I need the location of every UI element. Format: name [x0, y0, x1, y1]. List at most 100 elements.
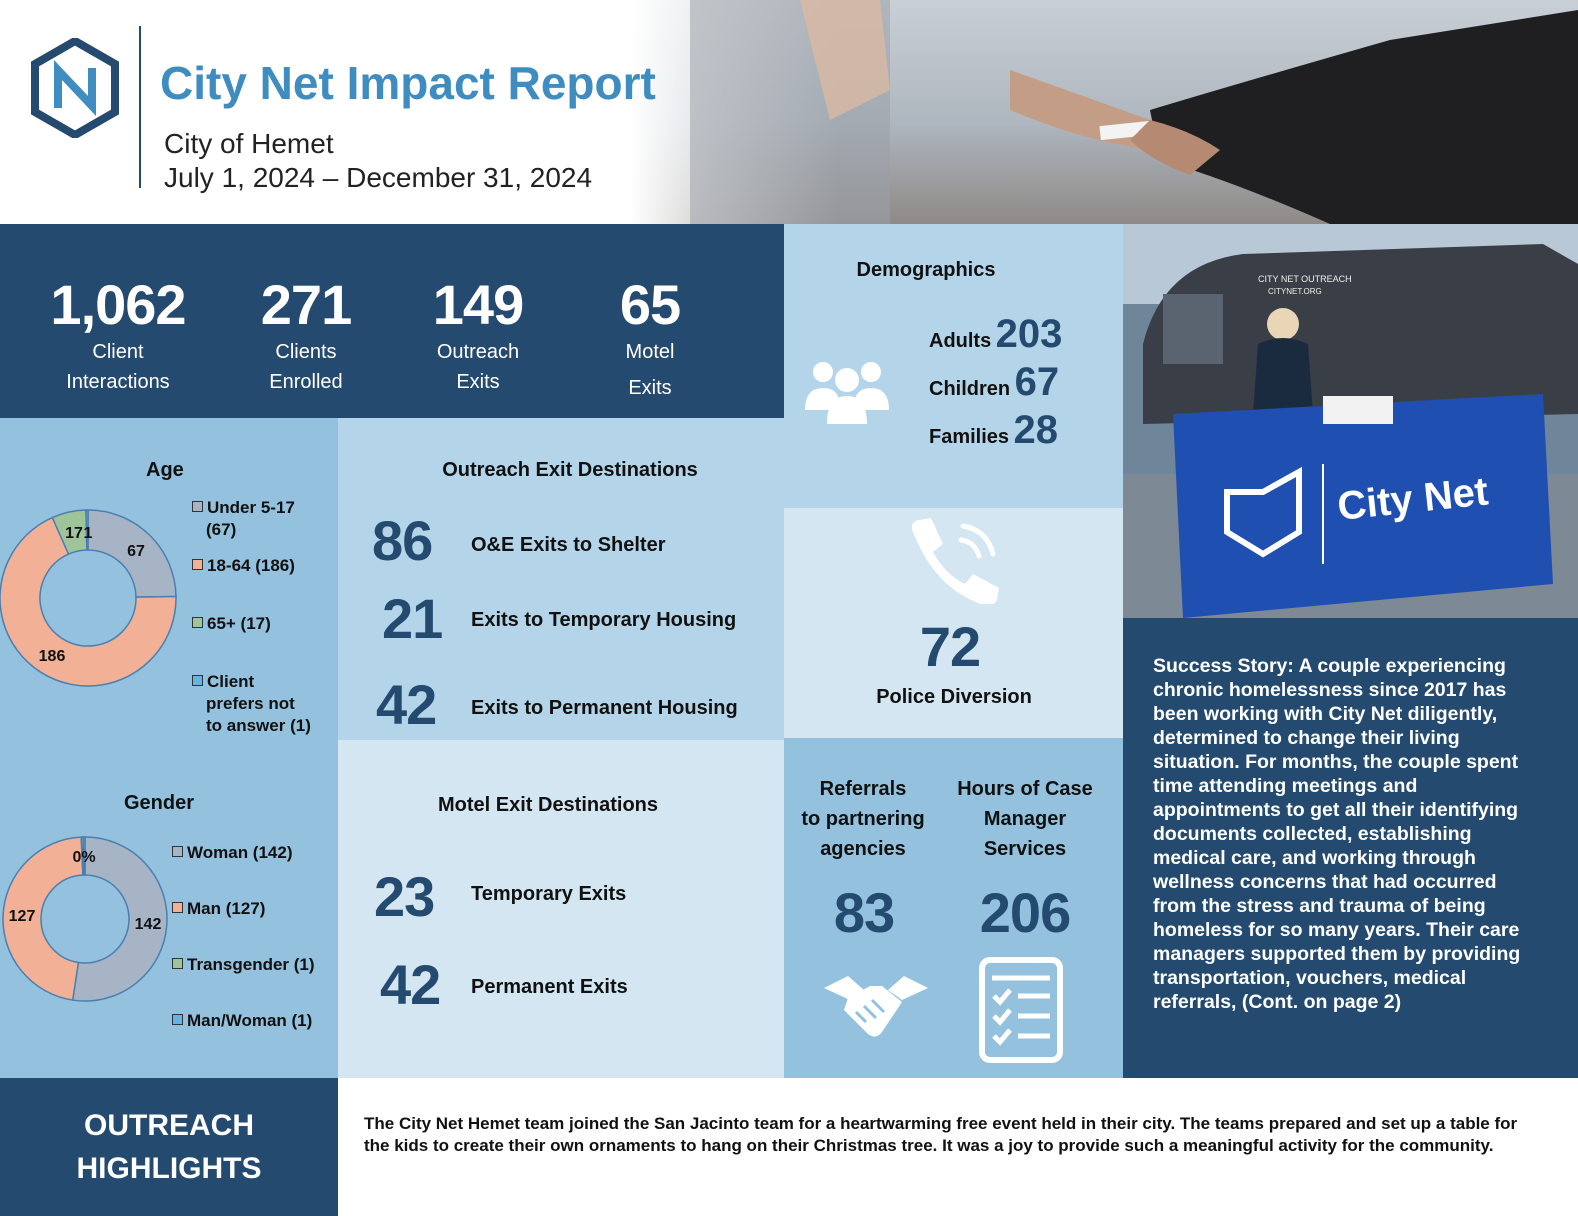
- highlights-text: The City Net Hemet team joined the San J…: [364, 1114, 1518, 1155]
- success-story-panel: [1123, 618, 1578, 1078]
- gender-title: Gender: [124, 792, 195, 814]
- exit-label: Exits to Temporary Housing: [471, 609, 737, 631]
- header-divider: [139, 26, 141, 188]
- handoff-illustration: [690, 0, 1578, 224]
- donut-data-label: 67: [127, 543, 145, 560]
- hours-value: 206: [979, 881, 1071, 944]
- outreach-exits-title: Outreach Exit Destinations: [442, 459, 698, 481]
- legend-item: Man (127): [172, 898, 315, 920]
- age-title: Age: [146, 459, 184, 481]
- stat-label: Motel: [625, 341, 675, 363]
- city-name: City of Hemet: [164, 128, 334, 159]
- phone-icon: [905, 518, 1005, 609]
- legend-item: 18-64 (186): [192, 555, 311, 577]
- checklist-icon: [978, 956, 1064, 1069]
- stat-client-interactions: 1,062 Client Interactions: [28, 272, 208, 397]
- police-panel: [784, 508, 1123, 738]
- legend-item: Man/Woman (1): [172, 1010, 315, 1032]
- demo-row-children: Children 67: [929, 360, 1059, 405]
- legend-item: Under 5-17: [192, 497, 311, 519]
- outreach-photo: CITY NET OUTREACH CITYNET.ORG City Net: [1123, 224, 1578, 618]
- handshake-icon: [820, 968, 932, 1053]
- referrals-value: 83: [833, 881, 895, 944]
- stat-outreach-exits: 149 Outreach Exits: [408, 272, 548, 397]
- exit-label: Exits to Permanent Housing: [471, 697, 738, 719]
- stat-label: Exits: [628, 377, 672, 399]
- stat-label: Clients: [275, 341, 337, 363]
- donut-data-label: 142: [135, 916, 162, 933]
- exit-value: 21: [382, 587, 443, 650]
- demo-row-families: Families 28: [929, 408, 1058, 453]
- donut-data-label: 0%: [72, 849, 95, 866]
- hours-label: Hours of Case Manager Services: [957, 778, 1093, 860]
- success-story-text: Success Story: A couple experiencing chr…: [1153, 655, 1521, 1013]
- donut-data-label: 186: [39, 648, 66, 665]
- van-text: CITY NET OUTREACH: [1258, 274, 1352, 284]
- motel-exit-label: Temporary Exits: [471, 883, 627, 905]
- report-dates: July 1, 2024 – December 31, 2024: [164, 162, 593, 193]
- header-photo: [630, 0, 1578, 224]
- motel-exit-label: Permanent Exits: [471, 976, 628, 998]
- stat-label: Client: [92, 341, 144, 363]
- stat-label: Interactions: [66, 371, 170, 393]
- highlights-title-panel: [0, 1078, 338, 1216]
- demographics-panel: [784, 224, 1123, 508]
- legend-item: Transgender (1): [172, 954, 315, 976]
- stats-bar: [0, 224, 784, 418]
- demo-value: 28: [1013, 408, 1059, 452]
- highlights-title: OUTREACH HIGHLIGHTS: [76, 1109, 262, 1185]
- demographics-title: Demographics: [856, 259, 996, 281]
- demo-value: 67: [1014, 360, 1060, 404]
- stat-motel-exits: 65 Motel Exits: [580, 272, 720, 403]
- referrals-label: Referrals to partnering agencies: [801, 778, 925, 860]
- legend-item: prefers not: [206, 694, 295, 713]
- stat-label: Outreach: [436, 341, 520, 363]
- people-icon: [803, 360, 891, 431]
- page-title: City Net Impact Report: [160, 57, 656, 109]
- stat-value: 271: [260, 273, 352, 336]
- exit-value: 42: [376, 673, 437, 736]
- exit-value: 86: [372, 509, 433, 572]
- outreach-exits-panel: [338, 418, 784, 740]
- demo-label: Adults: [929, 330, 992, 352]
- donut-slice-man: [2, 836, 84, 1001]
- motel-exits-title: Motel Exit Destinations: [437, 794, 659, 816]
- logo: [30, 36, 120, 143]
- demo-row-adults: Adults 203: [929, 312, 1062, 357]
- demo-value: 203: [995, 312, 1063, 356]
- stat-value: 1,062: [50, 273, 186, 336]
- donut-slice-client-prefers-not-to-answer: [85, 509, 89, 551]
- stat-label: Exits: [456, 371, 500, 393]
- stat-clients-enrolled: 271 Clients Enrolled: [236, 272, 376, 397]
- legend-item: 65+ (17): [192, 613, 311, 635]
- police-value: 72: [919, 615, 981, 678]
- donut-slice-man-woman: [82, 836, 86, 876]
- demo-label: Families: [929, 426, 1010, 448]
- exit-label: O&E Exits to Shelter: [471, 534, 666, 556]
- van-text: CITYNET.ORG: [1268, 287, 1322, 296]
- legend-item: Woman (142): [172, 842, 315, 864]
- gender-donut-chart: 142 127 0%: [2, 836, 168, 1002]
- motel-exits-panel: [338, 740, 784, 1078]
- donut-slice-18-64: [0, 516, 177, 687]
- legend-item: (67): [206, 520, 237, 539]
- donut-data-label: 17: [65, 525, 83, 542]
- donut-slice-woman: [71, 836, 168, 1002]
- police-label: Police Diversion: [876, 686, 1032, 708]
- donut-slice-under-5-17: [87, 509, 177, 598]
- motel-exit-value: 23: [374, 865, 435, 928]
- stat-label: Enrolled: [269, 371, 343, 393]
- age-donut-chart: 67 186 17 1: [0, 509, 177, 687]
- legend-item: to answer (1): [206, 716, 311, 735]
- gender-legend: Woman (142) Man (127) Transgender (1) Ma…: [172, 842, 315, 1032]
- stat-value: 149: [432, 273, 524, 336]
- demo-label: Children: [929, 378, 1011, 400]
- gender-panel: [0, 740, 338, 1078]
- stat-value: 65: [619, 273, 681, 336]
- age-legend: Under 5-17 (67) 18-64 (186) 65+ (17) Cli…: [192, 497, 311, 737]
- donut-data-label: 127: [9, 908, 36, 925]
- city-net-logo-icon: [31, 36, 119, 140]
- donut-data-label: 1: [84, 525, 93, 542]
- motel-exit-value: 42: [380, 953, 441, 1016]
- legend-item: Client: [192, 671, 311, 693]
